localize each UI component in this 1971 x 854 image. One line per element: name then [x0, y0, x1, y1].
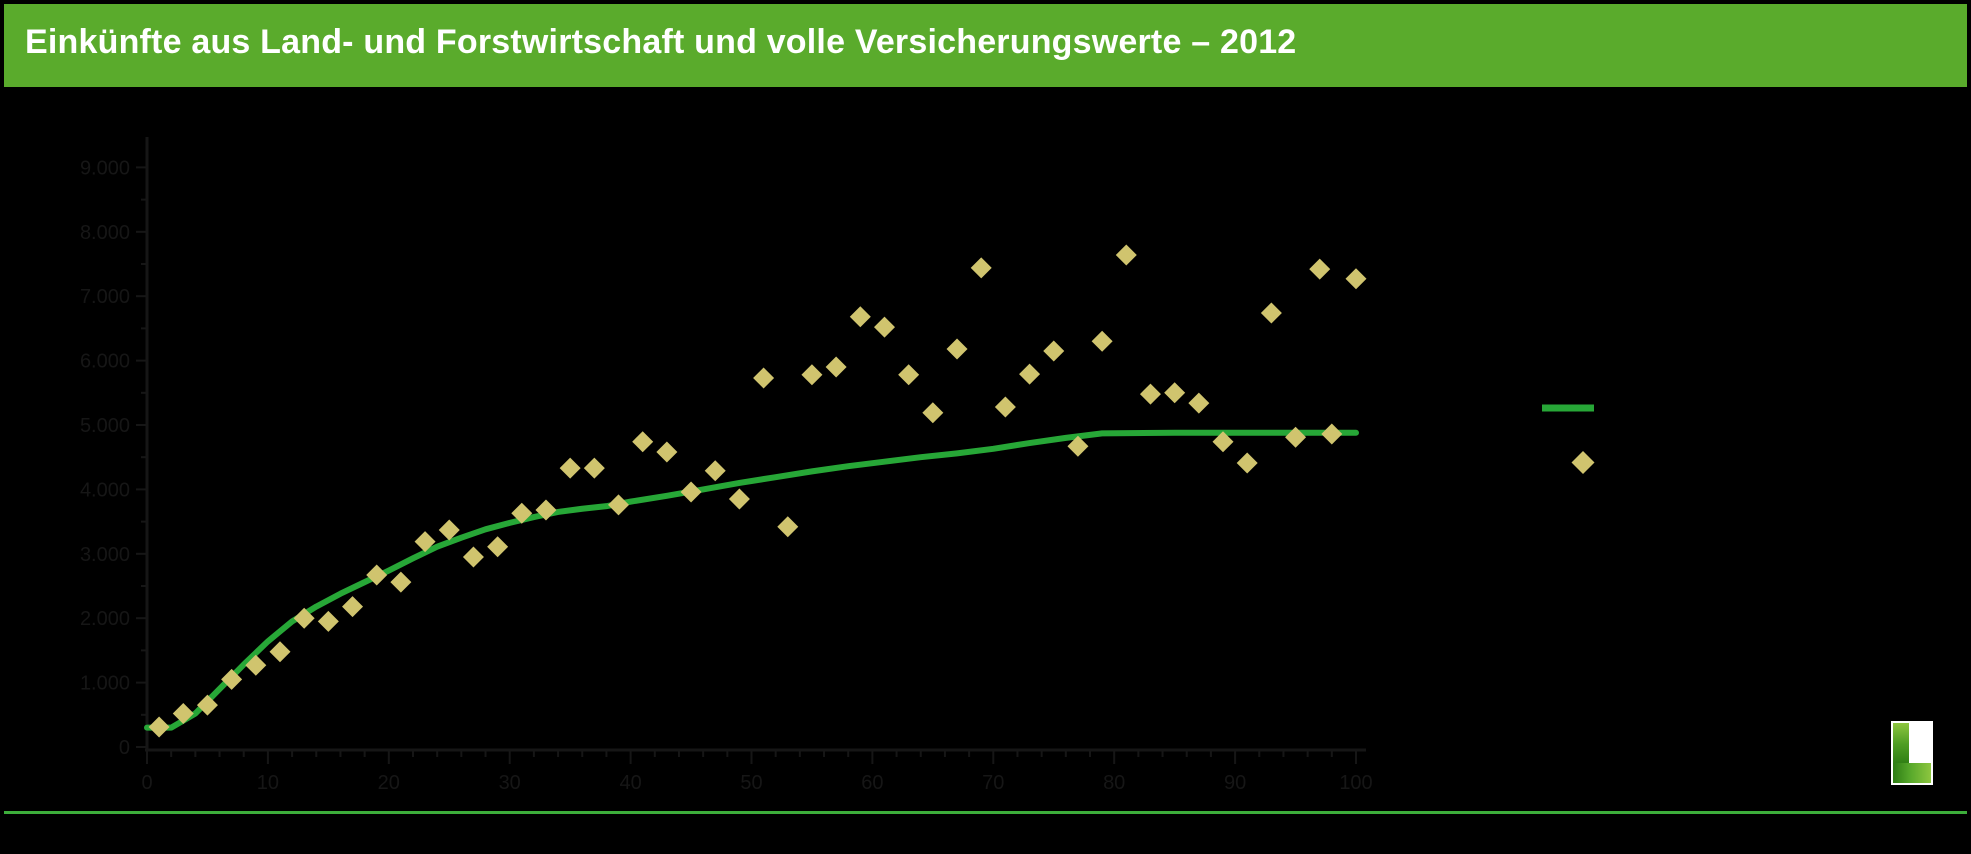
scatter-point-diamond: [728, 488, 750, 510]
scatter-point-diamond: [172, 703, 194, 725]
logo-l-horizontal-bar: [1893, 763, 1931, 783]
scatter-point-diamond: [196, 694, 218, 716]
x-tick-label: 80: [1103, 772, 1125, 794]
x-tick-label: 40: [619, 772, 641, 794]
scatter-point-diamond: [1321, 423, 1343, 445]
x-tick-label: 70: [982, 772, 1004, 794]
scatter-point-diamond: [1285, 426, 1307, 448]
scatter-point-diamond: [342, 596, 364, 618]
scatter-point-diamond: [1212, 431, 1234, 453]
y-tick-label: 9.000: [80, 157, 130, 179]
scatter-point-diamond: [293, 607, 315, 629]
x-tick-label: 20: [378, 772, 400, 794]
scatter-point-diamond: [148, 716, 170, 738]
bottom-rule: [4, 811, 1967, 814]
scatter-point-diamond: [753, 367, 775, 389]
y-tick-label: 0: [119, 737, 130, 759]
scatter-point-diamond: [535, 499, 557, 521]
scatter-series: [148, 244, 1367, 738]
y-tick-label: 2.000: [80, 608, 130, 630]
scatter-point-diamond: [704, 460, 726, 482]
scatter-point-diamond: [777, 516, 799, 538]
scatter-point-diamond: [462, 546, 484, 568]
scatter-point-diamond: [898, 364, 920, 386]
trend-line-series: [144, 429, 1359, 731]
scatter-point-diamond: [438, 519, 460, 541]
y-tick-label: 1.000: [80, 673, 130, 695]
legend: [1542, 404, 1595, 474]
scatter-point-diamond: [559, 457, 581, 479]
y-tick-label: 7.000: [80, 286, 130, 308]
scatter-point-diamond: [269, 641, 291, 663]
y-axis: 0 1.000 2.000 3.000 4.000 5.000 6.000 7.000 8.00…: [80, 137, 149, 759]
scatter-point-diamond: [245, 654, 267, 676]
x-axis: 0 10 20 30 40 50 60 70 80 90 100: [141, 748, 1373, 794]
scatter-point-diamond: [583, 457, 605, 479]
scatter-point-diamond: [1309, 258, 1331, 280]
scatter-point-diamond: [849, 306, 871, 328]
scatter-point-diamond: [1260, 302, 1282, 324]
scatter-point-diamond: [487, 536, 509, 558]
scatter-point-diamond: [221, 668, 243, 690]
scatter-point-diamond: [1139, 383, 1161, 405]
scatter-point-diamond: [946, 338, 968, 360]
scatter-point-diamond: [656, 441, 678, 463]
page-title: Einkünfte aus Land- und Forstwirtschaft …: [25, 23, 1297, 61]
scatter-point-diamond: [1115, 244, 1137, 266]
scatter-point-diamond: [680, 481, 702, 503]
x-tick-label: 30: [499, 772, 521, 794]
scatter-point-diamond: [1236, 452, 1258, 474]
scatter-point-diamond: [1345, 268, 1367, 290]
scatter-point-diamond: [1043, 340, 1065, 362]
scatter-point-diamond: [632, 431, 654, 453]
y-tick-label: 8.000: [80, 222, 130, 244]
x-tick-label: 100: [1339, 772, 1372, 794]
scatter-point-diamond: [1188, 392, 1210, 414]
scatter-point-diamond: [1164, 382, 1186, 404]
x-tick-label: 50: [740, 772, 762, 794]
scatter-point-diamond: [825, 356, 847, 378]
scatter-point-diamond: [390, 571, 412, 593]
x-tick-label: 90: [1224, 772, 1246, 794]
x-tick-label: 10: [257, 772, 279, 794]
logo-image: [1891, 721, 1933, 785]
y-tick-label: 6.000: [80, 351, 130, 373]
scatter-point-diamond: [366, 564, 388, 586]
scatter-point-diamond: [922, 402, 944, 424]
x-tick-label: 0: [141, 772, 152, 794]
scatter-point-diamond: [1091, 330, 1113, 352]
x-tick-label: 60: [861, 772, 883, 794]
scatter-point-diamond: [994, 396, 1016, 418]
scatter-point-diamond: [1019, 363, 1041, 385]
title-bar: Einkünfte aus Land- und Forstwirtschaft …: [4, 4, 1967, 87]
scatter-point-diamond: [970, 257, 992, 279]
scatter-point-diamond: [317, 610, 339, 632]
scatter-point-diamond: [873, 316, 895, 338]
scatter-point-diamond: [511, 502, 533, 524]
y-tick-label: 4.000: [80, 479, 130, 501]
y-tick-label: 5.000: [80, 415, 130, 437]
scatter-point-diamond: [1067, 435, 1089, 457]
scatter-point-diamond: [414, 531, 436, 553]
scatter-point-diamond: [801, 364, 823, 386]
y-tick-label: 3.000: [80, 544, 130, 566]
legend-diamond-marker: [1571, 451, 1595, 474]
scatter-point-diamond: [608, 494, 630, 516]
